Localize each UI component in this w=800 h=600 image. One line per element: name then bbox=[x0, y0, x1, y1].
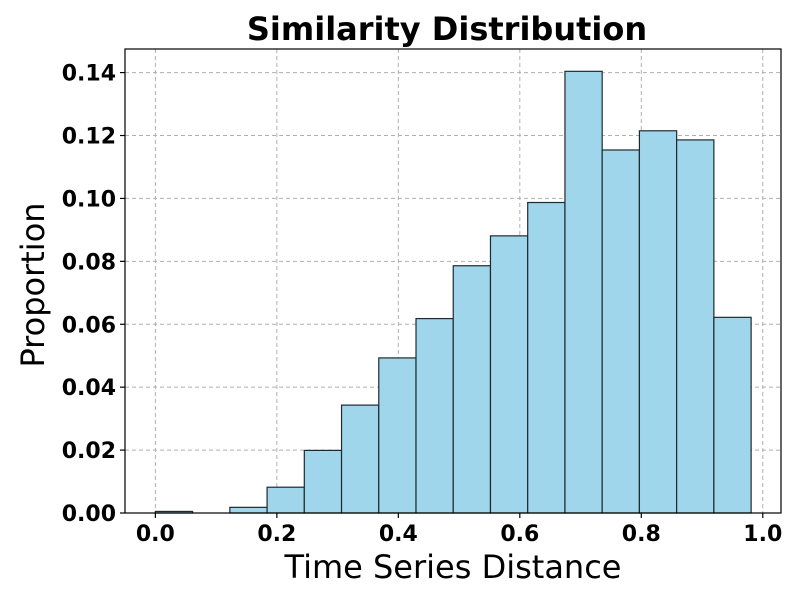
histogram-bar bbox=[340, 404, 380, 514]
x-tick-label: 1.0 bbox=[743, 522, 782, 547]
x-tick-label: 0.8 bbox=[622, 522, 661, 547]
histogram-bar bbox=[676, 139, 715, 514]
x-axis: 0.0 0.2 0.4 0.6 0.8 1.0 bbox=[136, 513, 782, 547]
histogram-bar bbox=[638, 130, 678, 514]
histogram-bar bbox=[303, 449, 343, 514]
y-tick-label: 0.00 bbox=[62, 502, 116, 527]
chart-title: Similarity Distribution bbox=[247, 10, 647, 48]
y-tick-label: 0.06 bbox=[62, 313, 116, 338]
y-tick-label: 0.04 bbox=[62, 376, 116, 401]
x-tick-label: 0.4 bbox=[379, 522, 418, 547]
histogram-bar bbox=[378, 357, 417, 514]
histogram-bar bbox=[713, 316, 752, 514]
x-tick-label: 0.2 bbox=[257, 522, 296, 547]
histogram-bar bbox=[527, 201, 566, 514]
y-axis: 0.00 0.02 0.04 0.06 0.08 0.10 0.12 0.14 bbox=[62, 62, 125, 527]
y-tick-label: 0.12 bbox=[62, 125, 116, 150]
histogram-bar bbox=[489, 235, 529, 514]
histogram-bar bbox=[266, 486, 305, 514]
bars bbox=[154, 70, 752, 514]
histogram-bar bbox=[452, 265, 492, 514]
histogram-bar bbox=[415, 317, 454, 514]
x-axis-label: Time Series Distance bbox=[284, 548, 622, 586]
y-tick-label: 0.14 bbox=[62, 62, 116, 87]
y-tick-label: 0.10 bbox=[62, 187, 116, 212]
plot-frame bbox=[124, 48, 782, 514]
y-tick-label: 0.08 bbox=[62, 250, 116, 275]
histogram-bar bbox=[564, 70, 603, 514]
y-axis-label: Proportion bbox=[14, 202, 52, 367]
histogram-bar bbox=[229, 506, 268, 514]
x-tick-label: 0.0 bbox=[136, 522, 175, 547]
x-tick-label: 0.6 bbox=[500, 522, 539, 547]
histogram-bar bbox=[601, 149, 641, 514]
y-tick-label: 0.02 bbox=[62, 439, 116, 464]
